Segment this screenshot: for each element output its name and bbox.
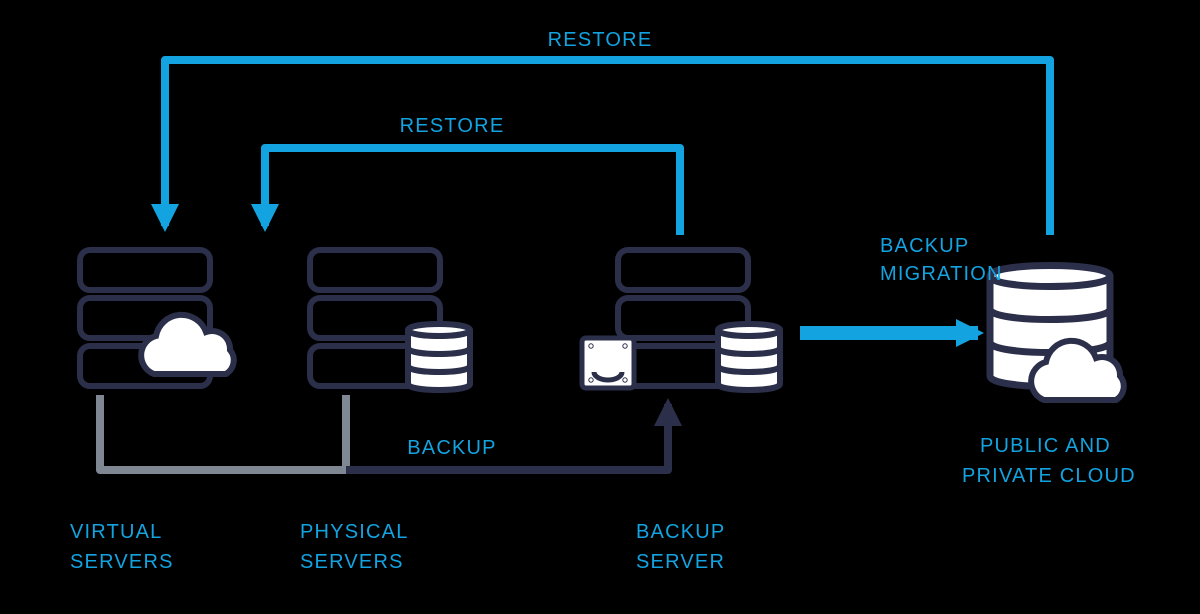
label-physical-l1: PHYSICAL — [300, 521, 409, 543]
label-restore-top: RESTORE — [548, 29, 653, 51]
label-physical-l2: SERVERS — [300, 551, 404, 573]
backup-architecture-diagram: RESTORE RESTORE BACKUP BACKUP MIGRATION VIRTU… — [0, 0, 1200, 614]
label-restore-mid: RESTORE — [400, 115, 505, 137]
label-migration-l1: BACKUP — [880, 235, 969, 257]
label-cloud-l1: PUBLIC AND — [980, 435, 1111, 457]
label-virtual-l1: VIRTUAL — [70, 521, 163, 543]
node-virtual-servers — [80, 250, 234, 386]
node-cloud — [990, 266, 1124, 401]
label-backup: BACKUP — [407, 437, 496, 459]
label-backupsrv-l2: SERVER — [636, 551, 725, 573]
label-cloud-l2: PRIVATE CLOUD — [962, 465, 1136, 487]
label-virtual-l2: SERVERS — [70, 551, 174, 573]
label-migration-l2: MIGRATION — [880, 263, 1003, 285]
label-backupsrv-l1: BACKUP — [636, 521, 725, 543]
